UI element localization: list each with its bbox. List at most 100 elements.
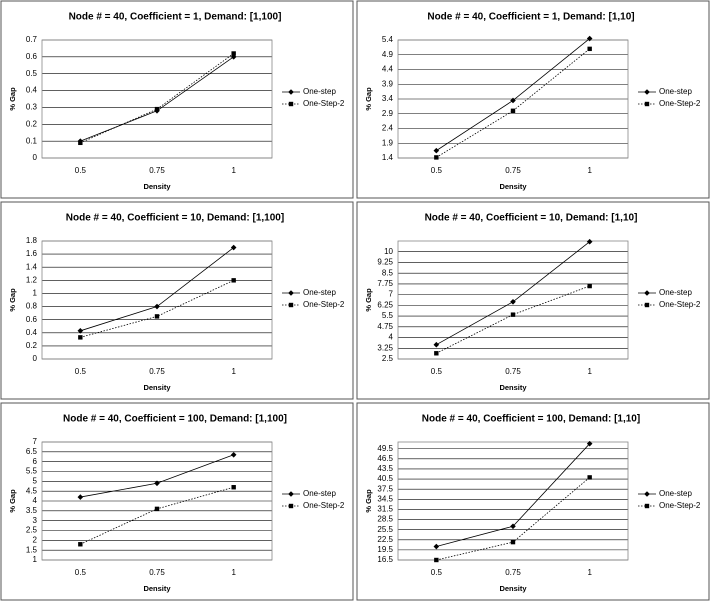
- legend-label: One-step: [659, 288, 692, 297]
- legend-marker: [288, 491, 294, 497]
- chart-panel: Node # = 40, Coefficient = 10, Demand: […: [356, 201, 710, 400]
- y-tick-label: 10: [384, 247, 393, 256]
- plot-frame: [397, 240, 629, 360]
- y-tick-label: 22.5: [377, 535, 393, 544]
- x-tick-label: 0.5: [75, 568, 87, 577]
- y-tick-label: 0.3: [26, 103, 38, 112]
- y-tick-label: 0.4: [26, 328, 38, 337]
- y-tick-label: 19.5: [377, 545, 393, 554]
- x-tick-label: 1: [231, 568, 236, 577]
- x-tick-label: 1: [587, 568, 592, 577]
- chart-panel: Node # = 40, Coefficient = 100, Demand: …: [356, 402, 710, 601]
- legend-label: One-Step-2: [659, 300, 701, 309]
- x-tick-label: 1: [231, 367, 236, 376]
- y-axis-title: % Gap: [8, 87, 17, 111]
- y-tick-label: 31.5: [377, 505, 393, 514]
- y-tick-label: 7: [33, 437, 38, 446]
- y-tick-label: 1.8: [26, 236, 38, 245]
- y-axis-title: % Gap: [8, 288, 17, 312]
- plot-frame: [41, 39, 273, 159]
- legend-label: One-step: [659, 87, 692, 96]
- x-tick-label: 0.75: [149, 166, 165, 175]
- legend-marker: [288, 89, 294, 95]
- panel-border: [0, 0, 354, 199]
- x-tick-label: 0.75: [505, 166, 521, 175]
- panel-border: [356, 0, 710, 199]
- y-tick-label: 0: [33, 354, 38, 363]
- y-tick-label: 0.4: [26, 86, 38, 95]
- y-tick-label: 2: [33, 535, 38, 544]
- legend-label: One-Step-2: [303, 99, 345, 108]
- y-tick-label: 34.5: [377, 494, 393, 503]
- y-tick-label: 0.1: [26, 136, 38, 145]
- legend-marker: [644, 503, 650, 509]
- x-tick-label: 1: [231, 166, 236, 175]
- chart-panel: Node # = 40, Coefficient = 1, Demand: [1…: [0, 0, 354, 199]
- x-tick-label: 0.5: [75, 166, 87, 175]
- chart-panel: Node # = 40, Coefficient = 100, Demand: …: [0, 402, 354, 601]
- panel-border: [356, 402, 710, 601]
- legend-marker: [288, 290, 294, 296]
- x-axis-title: Density: [143, 182, 171, 191]
- y-tick-label: 2.4: [382, 124, 394, 133]
- legend-marker: [644, 101, 650, 107]
- x-axis-title: Density: [499, 182, 527, 191]
- y-tick-label: 16.5: [377, 555, 393, 564]
- x-tick-label: 0.75: [505, 367, 521, 376]
- y-tick-label: 0.6: [26, 52, 38, 61]
- y-tick-label: 5.4: [382, 35, 394, 44]
- y-tick-label: 4.5: [26, 486, 38, 495]
- x-tick-label: 0.75: [149, 568, 165, 577]
- y-tick-label: 7: [389, 290, 394, 299]
- legend-label: One-step: [303, 288, 336, 297]
- marker: [587, 475, 592, 480]
- chart-title: Node # = 40, Coefficient = 100, Demand: …: [422, 414, 640, 425]
- marker: [434, 155, 439, 160]
- chart-panel: Node # = 40, Coefficient = 1, Demand: [1…: [356, 0, 710, 199]
- y-tick-label: 3.25: [377, 343, 393, 352]
- legend-label: One-Step-2: [659, 99, 701, 108]
- y-tick-label: 1.2: [26, 275, 38, 284]
- y-tick-label: 1.9: [382, 138, 394, 147]
- y-tick-label: 3.9: [382, 79, 394, 88]
- panel-border: [356, 201, 710, 400]
- marker: [587, 283, 592, 289]
- chart-panel: Node # = 40, Coefficient = 10, Demand: […: [0, 201, 354, 400]
- y-tick-label: 0.6: [26, 315, 38, 324]
- y-tick-label: 1: [33, 555, 38, 564]
- y-tick-label: 1.6: [26, 249, 38, 258]
- legend-marker: [288, 302, 294, 308]
- marker: [586, 35, 593, 42]
- y-axis-title: % Gap: [8, 489, 17, 513]
- x-tick-label: 0.75: [505, 568, 521, 577]
- y-tick-label: 2.5: [26, 526, 38, 535]
- y-tick-label: 2.9: [382, 109, 394, 118]
- legend-label: One-Step-2: [303, 300, 345, 309]
- marker: [586, 238, 593, 245]
- y-axis-title: % Gap: [364, 87, 373, 111]
- legend-label: One-Step-2: [303, 501, 345, 510]
- y-tick-label: 0: [33, 153, 38, 162]
- y-tick-label: 46.5: [377, 454, 393, 463]
- plot-frame: [397, 441, 629, 561]
- chart-title: Node # = 40, Coefficient = 10, Demand: […: [66, 213, 284, 224]
- y-tick-label: 1.4: [26, 262, 38, 271]
- y-tick-label: 4.75: [377, 322, 393, 331]
- marker: [510, 523, 516, 530]
- y-tick-label: 40.5: [377, 474, 393, 483]
- y-tick-label: 6.5: [26, 447, 38, 456]
- x-tick-label: 0.5: [75, 367, 87, 376]
- x-tick-label: 1: [587, 166, 592, 175]
- y-tick-label: 8.5: [382, 268, 394, 277]
- y-axis-title: % Gap: [364, 288, 373, 312]
- x-tick-label: 0.5: [431, 166, 443, 175]
- y-tick-label: 3: [33, 516, 38, 525]
- marker: [510, 539, 516, 545]
- x-axis-title: Density: [143, 383, 171, 392]
- legend-marker: [288, 101, 294, 107]
- y-tick-label: 0.8: [26, 302, 38, 311]
- y-tick-label: 28.5: [377, 515, 393, 524]
- legend-label: One-step: [303, 87, 336, 96]
- marker: [154, 506, 160, 512]
- y-tick-label: 1.4: [382, 153, 394, 162]
